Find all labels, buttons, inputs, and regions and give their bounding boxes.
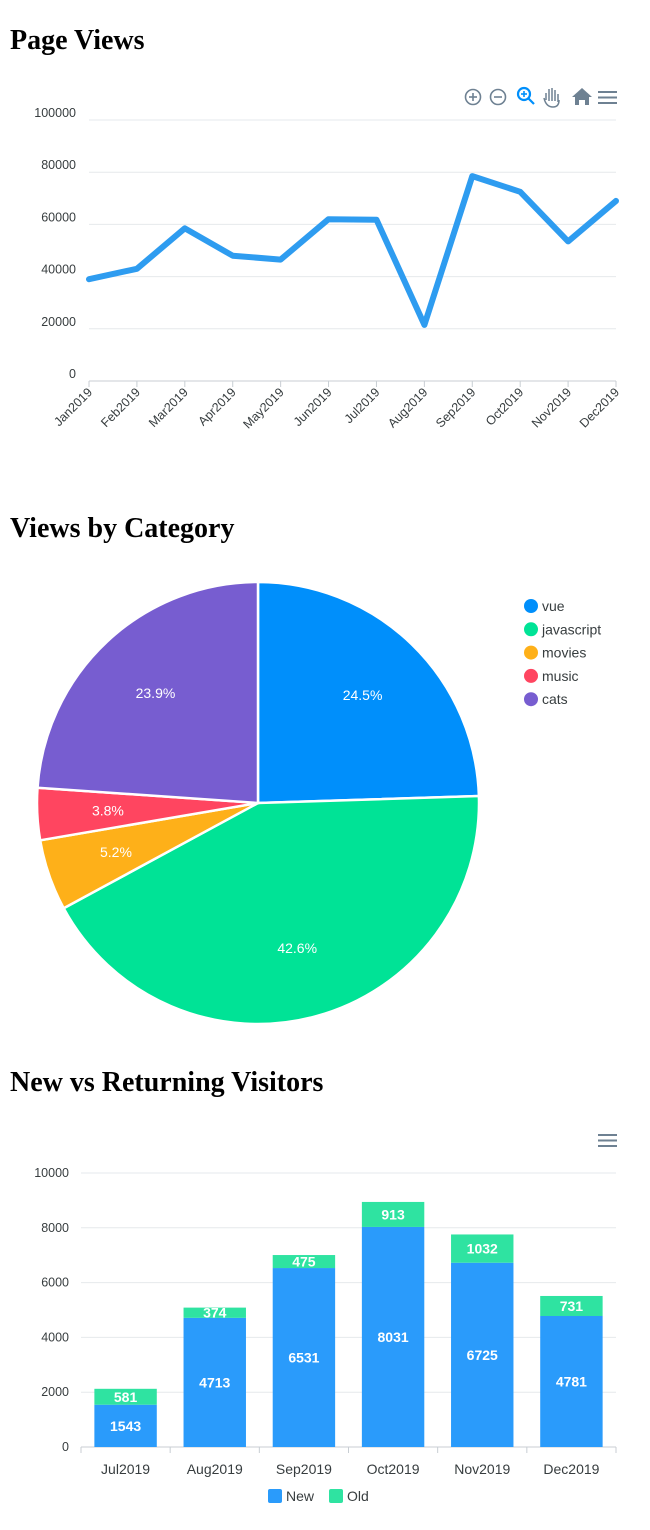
- x-tick-label: Jan2019: [51, 385, 95, 429]
- bar-data-label: 374: [203, 1305, 227, 1321]
- pie-slice-cats[interactable]: [36, 580, 260, 805]
- x-tick-label: May2019: [240, 385, 286, 431]
- bar-data-label: 4781: [556, 1374, 587, 1390]
- bar-data-label: 731: [560, 1298, 584, 1314]
- category-title: Views by Category: [10, 513, 235, 544]
- bar-data-label: 581: [114, 1389, 138, 1405]
- y-tick-label: 4000: [41, 1330, 69, 1344]
- pie-slice-label: 24.5%: [343, 687, 383, 703]
- legend-label[interactable]: New: [286, 1488, 315, 1504]
- bar-old[interactable]: [540, 1295, 603, 1317]
- bar-old[interactable]: [451, 1234, 514, 1263]
- y-tick-label: 40000: [41, 263, 76, 277]
- pie-slice-vue[interactable]: [256, 580, 481, 805]
- visitors-title: New vs Returning Visitors: [10, 1067, 324, 1098]
- bar-new[interactable]: [451, 1262, 514, 1447]
- y-tick-label: 80000: [41, 158, 76, 172]
- y-tick-label: 60000: [41, 210, 76, 224]
- x-tick-label: Nov2019: [454, 1461, 510, 1477]
- zoom-out-icon[interactable]: [489, 88, 507, 106]
- bar-new[interactable]: [94, 1404, 157, 1447]
- reset-home-icon[interactable]: [572, 88, 592, 105]
- page-views-title: Page Views: [10, 25, 145, 56]
- menu-icon[interactable]: [598, 91, 617, 104]
- x-tick-label: Jul2019: [342, 385, 383, 426]
- x-tick-label: Dec2019: [543, 1461, 599, 1477]
- x-tick-label: Feb2019: [98, 385, 143, 430]
- x-tick-label: Aug2019: [187, 1461, 243, 1477]
- legend-marker[interactable]: [524, 692, 538, 707]
- legend-marker[interactable]: [524, 599, 538, 613]
- legend-marker[interactable]: [268, 1489, 282, 1503]
- bar-data-label: 475: [292, 1254, 316, 1270]
- x-tick-label: Oct2019: [483, 385, 526, 428]
- x-tick-label: Nov2019: [529, 385, 574, 430]
- legend-marker[interactable]: [329, 1489, 343, 1503]
- bar-data-label: 6725: [467, 1347, 498, 1363]
- legend-label[interactable]: movies: [542, 645, 586, 661]
- bar-new[interactable]: [183, 1317, 246, 1447]
- legend-label[interactable]: cats: [542, 691, 568, 707]
- zoom-selection-icon[interactable]: [516, 86, 535, 105]
- x-tick-label: Jul2019: [101, 1461, 150, 1477]
- legend-marker[interactable]: [524, 645, 538, 660]
- bar-old[interactable]: [361, 1201, 425, 1227]
- bar-new[interactable]: [361, 1226, 425, 1447]
- pie-slice-label: 5.2%: [100, 844, 132, 860]
- y-tick-label: 0: [62, 1440, 69, 1454]
- x-tick-label: Oct2019: [367, 1461, 420, 1477]
- legend-marker[interactable]: [524, 622, 538, 637]
- visitors-bar-chart: 0 2000 4000 6000 8000 10000 1543 581 4713 374 653…: [34, 1134, 617, 1504]
- pie-slice-label: 42.6%: [277, 940, 317, 956]
- bar-data-label: 4713: [199, 1374, 230, 1390]
- legend-label[interactable]: Old: [347, 1488, 369, 1504]
- bar-data-label: 6531: [288, 1350, 319, 1366]
- bar-old[interactable]: [272, 1255, 336, 1269]
- y-tick-label: 6000: [41, 1276, 69, 1290]
- category-pie-chart: 24.5% 42.6% 5.2% 3.8% 23.9% vue javascript mov…: [35, 580, 601, 1026]
- y-tick-label: 20000: [41, 315, 76, 329]
- pie-slice-label: 23.9%: [136, 685, 176, 701]
- bar-data-label: 1543: [110, 1418, 141, 1434]
- page-views-series-line: [86, 173, 619, 328]
- pie-slice-label: 3.8%: [92, 803, 124, 819]
- menu-icon[interactable]: [598, 1134, 617, 1147]
- x-tick-label: Apr2019: [196, 385, 239, 428]
- y-tick-label: 0: [69, 367, 76, 381]
- y-tick-label: 10000: [34, 1166, 69, 1180]
- x-tick-label: Sep2019: [276, 1461, 332, 1477]
- chart-toolbar: [464, 86, 617, 108]
- bar-data-label: 913: [381, 1206, 405, 1222]
- legend-marker[interactable]: [524, 668, 538, 683]
- y-tick-label: 2000: [41, 1385, 69, 1399]
- zoom-in-icon[interactable]: [464, 88, 482, 106]
- y-tick-label: 8000: [41, 1221, 69, 1235]
- x-tick-label: Mar2019: [146, 385, 191, 430]
- bar-new[interactable]: [272, 1268, 336, 1447]
- bar-new[interactable]: [540, 1316, 603, 1447]
- x-tick-label: Sep2019: [433, 385, 478, 430]
- x-tick-label: Jun2019: [291, 385, 335, 429]
- x-tick-label: Dec2019: [577, 385, 622, 430]
- bar-data-label: 1032: [467, 1241, 498, 1257]
- legend-label[interactable]: javascript: [541, 621, 601, 637]
- pan-icon[interactable]: [543, 88, 560, 108]
- y-tick-label: 100000: [34, 106, 76, 120]
- legend-label[interactable]: vue: [542, 598, 565, 614]
- bar-old[interactable]: [94, 1388, 157, 1405]
- x-tick-label: Aug2019: [385, 385, 430, 430]
- bar-data-label: 8031: [378, 1329, 409, 1345]
- bar-old[interactable]: [183, 1307, 246, 1318]
- legend-label[interactable]: music: [542, 668, 579, 684]
- page-views-line-chart: 0 20000 40000 60000 80000 100000 Jan2019 Feb20…: [34, 86, 622, 431]
